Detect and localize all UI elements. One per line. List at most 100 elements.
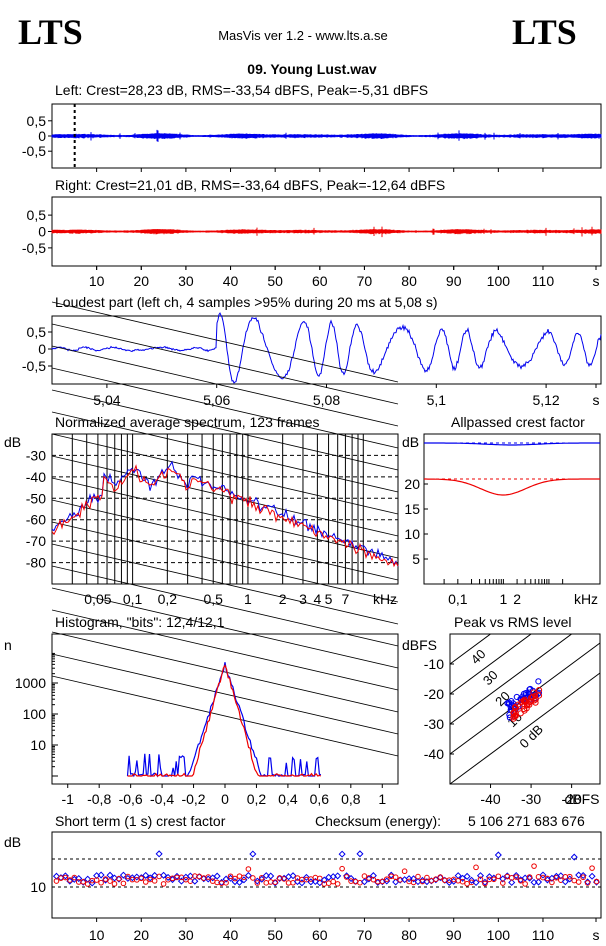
short-term-crest-title: Short term (1 s) crest factor <box>55 813 226 829</box>
crest-point-left <box>579 871 587 880</box>
crest-point-right <box>330 878 336 885</box>
crest-point-right <box>116 875 122 882</box>
slope-line <box>51 455 399 537</box>
crest-point-right <box>558 877 564 883</box>
file-name: 09. Young Lust.wav <box>247 61 377 77</box>
slope-line <box>51 521 399 603</box>
crest-point-left <box>316 879 324 887</box>
y-tick-label: -0,5 <box>22 143 46 159</box>
x-tick-label: 50 <box>267 273 283 289</box>
crest-line <box>449 672 601 785</box>
x-tick-label: 0,6 <box>310 791 330 807</box>
x-tick-label: -40 <box>480 791 500 807</box>
slope-line <box>51 499 399 581</box>
crest-point-left <box>173 872 181 880</box>
peak-vs-rms-title: Peak vs RMS level <box>454 614 571 630</box>
crest-point-right <box>160 881 167 887</box>
crest-point-left <box>343 872 351 880</box>
crest-point-right <box>272 879 278 885</box>
checksum-label: Checksum (energy): <box>315 813 441 829</box>
x-tick-label: s <box>593 927 600 943</box>
x-tick-label: 30 <box>178 273 194 289</box>
crest-point-right <box>250 875 256 881</box>
x-tick-label: 70 <box>357 273 373 289</box>
x-tick-label: -0,8 <box>87 791 111 807</box>
histogram-right-trace <box>127 664 322 777</box>
crest-point-right <box>138 875 145 882</box>
crest-point-left <box>472 878 480 887</box>
x-tick-label: 110 <box>532 273 555 289</box>
x-tick-label: 0,2 <box>247 791 267 807</box>
y-axis-label: dB <box>4 834 21 850</box>
crest-point-right <box>410 879 417 886</box>
x-tick-label: 0,1 <box>123 591 143 607</box>
crest-point-right <box>254 880 261 886</box>
left-crest-trace <box>424 442 600 446</box>
x-tick-label: -30 <box>521 791 541 807</box>
crest-point-right <box>553 874 560 881</box>
x-tick-label: 1 <box>378 791 386 807</box>
x-tick-label: 40 <box>223 927 239 943</box>
crest-point-right <box>107 878 113 884</box>
crest-point-right <box>93 877 100 883</box>
x-tick-label: 10 <box>89 927 105 943</box>
x-tick-label: 5 <box>325 591 333 607</box>
y-tick-label: 0 <box>38 224 46 240</box>
x-tick-label: s <box>593 273 600 289</box>
crest-point-left <box>360 878 368 886</box>
x-tick-label: -0,4 <box>150 791 174 807</box>
crest-point-right <box>477 876 484 883</box>
crest-point-left <box>191 877 199 885</box>
y-tick-label: -0,5 <box>22 240 46 256</box>
x-tick-label: 0,2 <box>158 591 178 607</box>
x-tick-label: 0,8 <box>341 791 361 807</box>
crest-point-right <box>495 873 502 880</box>
slope-line <box>51 587 399 669</box>
crest-point-right <box>62 874 69 881</box>
x-tick-label: 2 <box>279 591 287 607</box>
x-tick-label: 5,1 <box>427 392 447 408</box>
x-tick-label: 1 <box>499 591 507 607</box>
histogram-left-trace <box>126 662 322 778</box>
spectrum-panel: -30 -40 -50 -60 -70 -80 dB 0,05 0,1 0,2 0,5 1 2 3 4 5 7 k… <box>4 301 399 757</box>
crest-point-left <box>588 872 596 880</box>
x-tick-label: 5,12 <box>532 392 559 408</box>
crest-point-right <box>526 874 533 880</box>
crest-point-right <box>142 879 149 885</box>
crest-line-label: 30 <box>480 667 501 688</box>
crest-point-right <box>513 874 519 880</box>
x-tick-label: 5,04 <box>93 392 120 408</box>
x-tick-label: 10 <box>89 273 105 289</box>
x-tick-label: 50 <box>267 927 283 943</box>
right-waveform-panel: 0,50-0,5 10 20 30 40 50 60 70 80 90 100 110 s <box>22 196 602 289</box>
crest-point-left <box>128 874 136 882</box>
y-axis-label: dB <box>4 434 21 450</box>
x-tick-label: s <box>593 392 600 408</box>
crest-point-left <box>490 874 498 882</box>
y-axis-label: dB <box>402 434 419 450</box>
crest-point-left <box>106 871 114 879</box>
crest-point-right <box>584 880 591 886</box>
crest-line <box>449 633 532 695</box>
x-tick-label: dBFS <box>564 791 599 807</box>
app-title: MasVis ver 1.2 - www.lts.a.se <box>218 28 388 43</box>
crest-point-left <box>119 871 127 879</box>
spectrum-frame <box>51 433 399 585</box>
x-tick-label: 5,08 <box>313 392 340 408</box>
y-tick-label: -10 <box>424 656 444 672</box>
peak-rms-point-right <box>510 709 517 716</box>
crest-point-left <box>387 871 395 879</box>
crest-point-left <box>338 850 346 858</box>
crest-point-left <box>548 874 556 882</box>
peak-rms-point-left <box>535 678 542 685</box>
peak-vs-rms-frame <box>449 633 601 785</box>
crest-point-left <box>155 850 163 858</box>
y-tick-label: 10 <box>30 737 46 753</box>
crest-point-left <box>70 875 78 883</box>
crest-point-left <box>325 873 333 881</box>
y-tick-label: 0,5 <box>27 324 47 340</box>
x-tick-label: 100 <box>487 927 511 943</box>
crest-point-left <box>534 878 543 886</box>
